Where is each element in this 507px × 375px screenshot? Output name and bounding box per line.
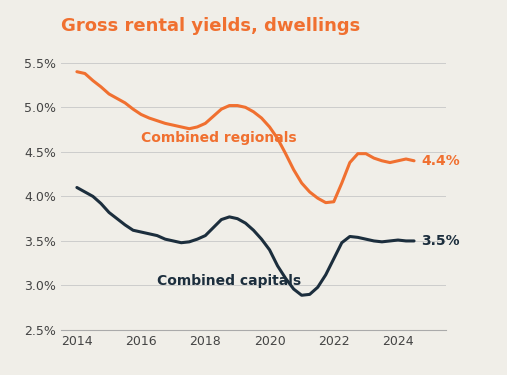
Text: Combined regionals: Combined regionals — [141, 130, 297, 145]
Text: Combined capitals: Combined capitals — [157, 274, 301, 288]
Text: Gross rental yields, dwellings: Gross rental yields, dwellings — [61, 17, 360, 35]
Text: 3.5%: 3.5% — [421, 234, 460, 248]
Text: 4.4%: 4.4% — [421, 154, 460, 168]
